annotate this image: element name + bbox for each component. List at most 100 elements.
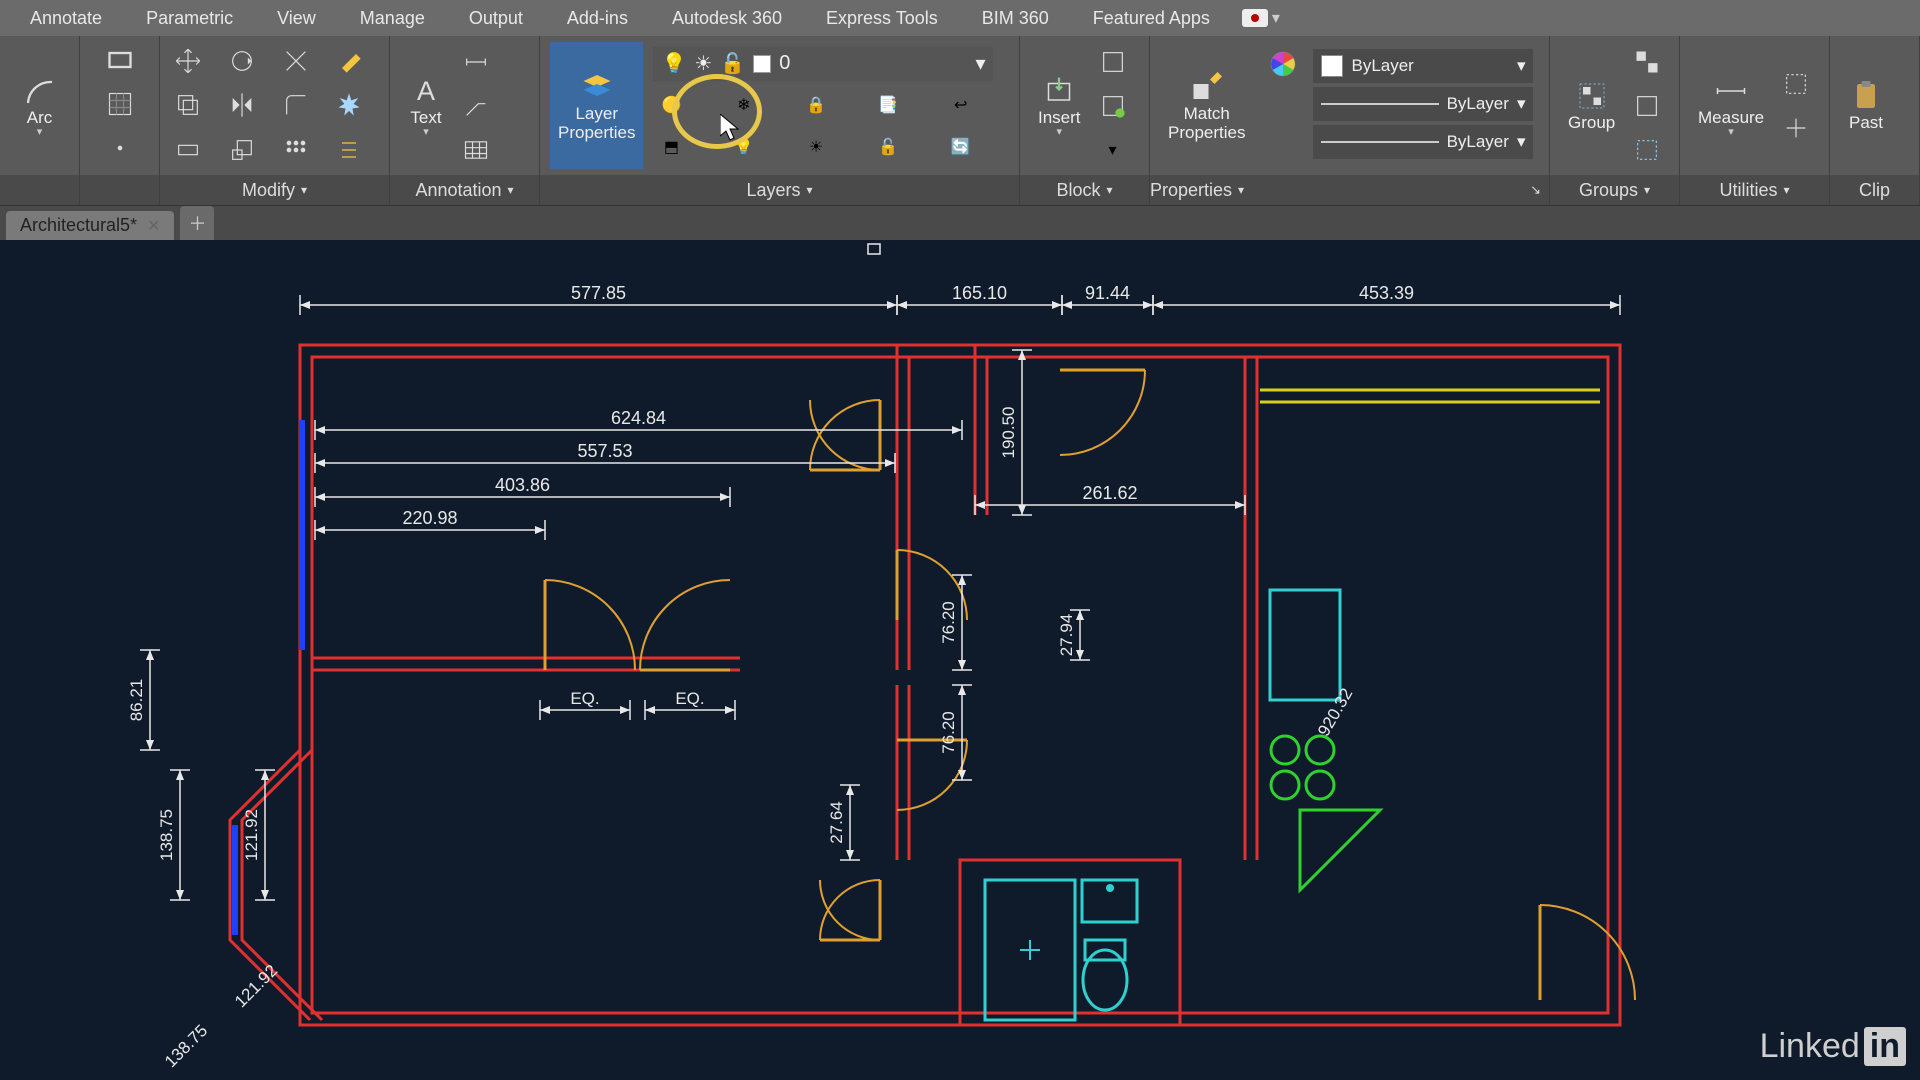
dimension-icon[interactable] (458, 44, 494, 80)
properties-panel-title[interactable]: Properties▾↘ (1150, 175, 1549, 205)
table-icon[interactable] (458, 132, 494, 168)
svg-text:EQ.: EQ. (570, 689, 599, 708)
move-icon[interactable] (170, 43, 206, 79)
annotation-panel-title[interactable]: Annotation▾ (390, 175, 539, 205)
lineweight-dropdown[interactable]: ByLayer▾ (1313, 87, 1533, 121)
layer-match-icon[interactable]: 📑 (870, 87, 906, 123)
menu-manage[interactable]: Manage (338, 2, 447, 35)
point-icon2[interactable] (1778, 110, 1814, 146)
menu-a360[interactable]: Autodesk 360 (650, 2, 804, 35)
arc-button[interactable]: Arc ▾ (14, 40, 66, 171)
measure-button[interactable]: Measure ▾ (1690, 42, 1772, 169)
copy-icon[interactable] (170, 87, 206, 123)
layer-properties-icon (579, 69, 615, 105)
ribbon: Arc ▾ Modify▾ (0, 36, 1920, 206)
layer-iso-icon[interactable]: ⬒ (653, 129, 689, 165)
array-icon[interactable] (278, 132, 314, 168)
rotate-icon[interactable] (224, 43, 260, 79)
group-edit-icon[interactable] (1629, 88, 1665, 124)
svg-text:138.75: 138.75 (161, 1021, 211, 1071)
layer-prev-icon[interactable]: ↩ (943, 87, 979, 123)
svg-text:261.62: 261.62 (1082, 483, 1137, 503)
block-attr-icon[interactable]: ▾ (1095, 132, 1131, 168)
create-block-icon[interactable] (1095, 44, 1131, 80)
svg-text:27.64: 27.64 (827, 801, 846, 844)
match-properties-button[interactable]: Match Properties (1160, 42, 1253, 169)
menu-bim360[interactable]: BIM 360 (960, 2, 1071, 35)
close-icon[interactable]: ✕ (147, 216, 160, 236)
color-wheel-icon[interactable] (1265, 46, 1301, 82)
layer-thaw-icon[interactable]: ☀ (798, 129, 834, 165)
lock-icon: 🔓 (720, 51, 745, 76)
block-panel-title[interactable]: Block▾ (1020, 175, 1149, 205)
svg-text:86.21: 86.21 (127, 679, 146, 722)
svg-text:403.86: 403.86 (495, 475, 550, 495)
leader-icon[interactable] (458, 88, 494, 124)
document-tab[interactable]: Architectural5* ✕ (6, 211, 174, 240)
svg-text:91.44: 91.44 (1085, 283, 1130, 303)
menu-view[interactable]: View (255, 2, 338, 35)
paste-button[interactable]: Past (1840, 42, 1892, 169)
text-button[interactable]: A Text ▾ (400, 42, 452, 169)
stretch-icon[interactable] (170, 132, 206, 168)
menubar: Annotate Parametric View Manage Output A… (0, 0, 1920, 36)
trim-icon[interactable] (278, 43, 314, 79)
svg-text:121.92: 121.92 (242, 809, 261, 861)
svg-text:557.53: 557.53 (577, 441, 632, 461)
document-tabs: Architectural5* ✕ ＋ (0, 206, 1920, 240)
rectangle-icon[interactable] (102, 42, 138, 78)
explode-icon[interactable] (331, 87, 367, 123)
linetype-dropdown[interactable]: ByLayer▾ (1313, 125, 1533, 159)
erase-icon[interactable] (331, 43, 367, 79)
menu-output[interactable]: Output (447, 2, 545, 35)
modify-panel-title[interactable]: Modify▾ (160, 175, 389, 205)
svg-text:190.50: 190.50 (999, 407, 1018, 459)
scale-icon[interactable] (224, 132, 260, 168)
group-bbox-icon[interactable] (1629, 132, 1665, 168)
hatch-icon[interactable] (102, 86, 138, 122)
screencast-icon[interactable]: ▾ (1242, 8, 1280, 28)
groups-panel-title[interactable]: Groups▾ (1550, 175, 1679, 205)
measure-icon (1713, 73, 1749, 109)
drawing-canvas[interactable]: 577.85165.1091.44453.39624.84557.53403.8… (0, 240, 1920, 1080)
tab-name: Architectural5* (20, 215, 137, 236)
menu-parametric[interactable]: Parametric (124, 2, 255, 35)
layer-change-icon[interactable]: 🔄 (943, 129, 979, 165)
dropdown-icon: ▾ (37, 125, 43, 138)
select-all-icon[interactable] (1778, 66, 1814, 102)
floor-plan: 577.85165.1091.44453.39624.84557.53403.8… (0, 240, 1920, 1080)
menu-addins[interactable]: Add-ins (545, 2, 650, 35)
point-icon[interactable] (102, 130, 138, 166)
layer-dropdown[interactable]: 💡 ☀ 🔓 0 ▾ (653, 47, 993, 81)
insert-button[interactable]: Insert ▾ (1030, 42, 1089, 169)
layers-panel-title[interactable]: Layers▾ (540, 175, 1019, 205)
paste-icon (1848, 78, 1884, 114)
offset-icon[interactable] (331, 132, 367, 168)
color-dropdown[interactable]: ByLayer▾ (1313, 49, 1533, 83)
draw-panel-title2 (80, 175, 159, 205)
text-icon: A (408, 73, 444, 109)
menu-express[interactable]: Express Tools (804, 2, 960, 35)
svg-text:220.98: 220.98 (402, 508, 457, 528)
ungroup-icon[interactable] (1629, 44, 1665, 80)
fillet-icon[interactable] (278, 87, 314, 123)
new-tab-button[interactable]: ＋ (180, 206, 214, 240)
layer-freeze-icon[interactable]: ❄ (726, 87, 762, 123)
svg-text:453.39: 453.39 (1359, 283, 1414, 303)
mirror-icon[interactable] (224, 87, 260, 123)
layer-unlock-icon[interactable]: 🔓 (870, 129, 906, 165)
layer-off-icon[interactable]: 🟡 (653, 87, 689, 123)
linkedin-watermark: Linkedin (1760, 1027, 1906, 1066)
utilities-panel-title[interactable]: Utilities▾ (1680, 175, 1829, 205)
current-layer-name: 0 (779, 52, 790, 75)
svg-text:A: A (417, 76, 435, 106)
group-button[interactable]: Group (1560, 42, 1623, 169)
layer-on-icon[interactable]: 💡 (726, 129, 762, 165)
arc-icon (22, 73, 58, 109)
menu-featured[interactable]: Featured Apps (1071, 2, 1232, 35)
layer-lock-icon[interactable]: 🔒 (798, 87, 834, 123)
insert-icon (1041, 73, 1077, 109)
menu-annotate[interactable]: Annotate (8, 2, 124, 35)
edit-block-icon[interactable] (1095, 88, 1131, 124)
layer-properties-button[interactable]: Layer Properties (550, 42, 643, 169)
